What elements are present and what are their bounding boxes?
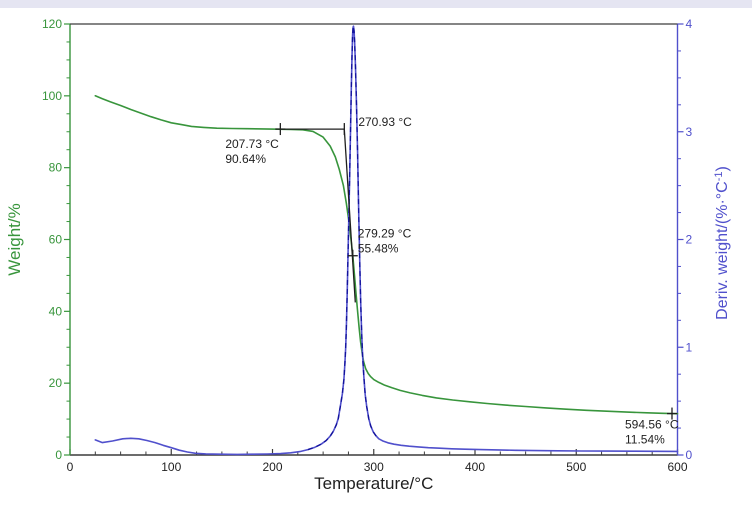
annotation: 207.73 °C90.64% xyxy=(225,123,286,166)
x-tick-label: 0 xyxy=(67,460,74,474)
left-tick-label: 80 xyxy=(49,161,63,175)
x-axis: 0 100 200 300 400 500 600 xyxy=(67,449,688,474)
left-axis-title: Weight/% xyxy=(5,203,24,275)
deriv-weight-curve-dashed xyxy=(307,25,380,451)
x-tick-label: 600 xyxy=(667,460,687,474)
left-tick-label: 120 xyxy=(42,17,62,31)
annotation: 270.93 °C xyxy=(358,115,412,129)
weight-curve xyxy=(94,95,679,415)
left-tick-label: 100 xyxy=(42,89,62,103)
left-tick-label: 60 xyxy=(49,233,63,247)
right-tick-label: 2 xyxy=(686,233,693,247)
right-axis: 0 1 2 3 4 xyxy=(676,17,693,462)
right-tick-label: 3 xyxy=(686,125,693,139)
annotation-label: 270.93 °C xyxy=(358,115,412,129)
onset-tangent-line xyxy=(280,128,356,303)
left-tick-label: 0 xyxy=(55,448,62,462)
right-tick-label: 1 xyxy=(686,340,693,354)
x-tick-label: 100 xyxy=(161,460,181,474)
annotation: 279.29 °C55.48% xyxy=(347,227,412,262)
annotation-label: 55.48% xyxy=(358,242,399,256)
right-tick-label: 0 xyxy=(686,448,693,462)
annotation-label: 594.56 °C xyxy=(625,418,679,432)
left-tick-label: 40 xyxy=(49,304,63,318)
annotation-label: 207.73 °C xyxy=(225,137,279,151)
right-tick-label: 4 xyxy=(686,17,693,31)
annotation-label: 90.64% xyxy=(225,152,266,166)
annotation-label: 279.29 °C xyxy=(358,227,412,241)
right-axis-title: Deriv. weight/(%·°C-1) xyxy=(713,166,731,320)
x-tick-label: 400 xyxy=(465,460,485,474)
annotation-label: 11.54% xyxy=(625,433,665,447)
x-tick-label: 200 xyxy=(262,460,282,474)
window-top-strip xyxy=(0,0,752,8)
left-axis: 0 20 40 60 80 100 120 xyxy=(42,17,71,462)
x-axis-title: Temperature/°C xyxy=(314,474,433,493)
annotation: 594.56 °C11.54% xyxy=(625,407,679,447)
left-tick-label: 20 xyxy=(49,376,63,390)
x-tick-label: 300 xyxy=(364,460,384,474)
x-tick-label: 500 xyxy=(566,460,586,474)
